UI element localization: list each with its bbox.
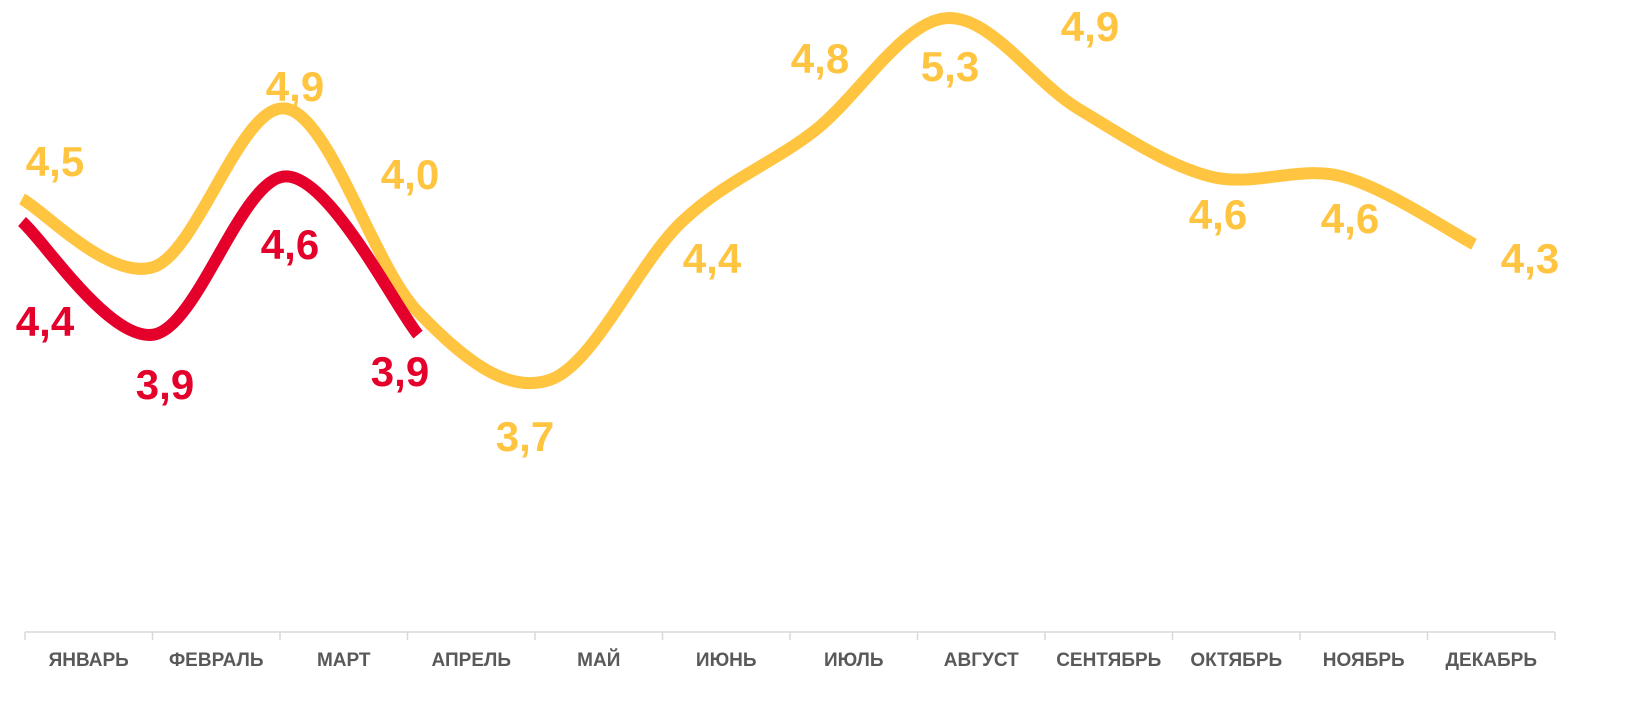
line [18,12,1477,390]
x-tick-label: ИЮЛЬ [824,650,884,671]
data-label: 4,4 [683,235,742,282]
data-label: 4,9 [266,63,324,110]
x-tick-label: СЕНТЯБРЬ [1056,650,1161,671]
data-label: 4,8 [791,35,849,82]
x-tick-label: ЯНВАРЬ [49,650,129,671]
x-axis [24,631,1556,640]
x-tick-label: ФЕВРАЛЬ [169,650,264,671]
data-label: 4,5 [26,138,84,185]
data-label: 4,9 [1061,3,1119,50]
x-tick-label: АПРЕЛЬ [432,650,511,671]
data-label: 4,0 [381,151,439,198]
x-tick-label: ДЕКАБРЬ [1445,650,1537,671]
data-label: 3,9 [371,348,429,395]
x-tick-label: АВГУСТ [944,650,1019,671]
x-tick-label: НОЯБРЬ [1323,650,1405,671]
x-tick-label: ИЮНЬ [696,650,757,671]
data-label: 4,3 [1501,235,1559,282]
data-label: 4,6 [261,221,319,268]
data-label: 3,9 [136,361,194,408]
data-label: 5,3 [921,43,979,90]
data-label: 4,6 [1189,191,1247,238]
data-label: 3,7 [496,413,554,460]
x-tick-label: ОКТЯБРЬ [1190,650,1282,671]
x-tick-label: МАРТ [317,650,371,671]
data-label: 4,6 [1321,195,1379,242]
line [17,170,423,341]
data-label: 4,4 [16,298,75,345]
x-tick-label: МАЙ [577,649,620,671]
